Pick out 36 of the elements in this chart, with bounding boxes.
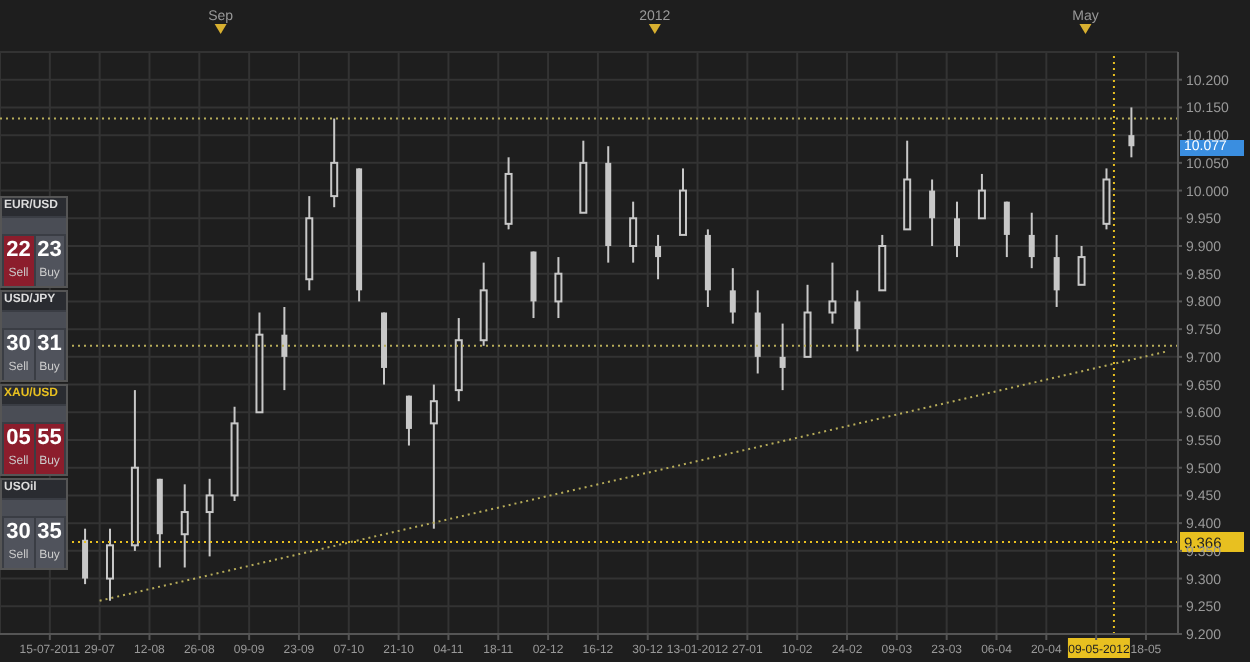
candlestick [977,172,986,220]
candlestick [82,527,89,586]
annotation: 30 [4,330,33,360]
candlestick [779,322,786,392]
annotation: 55 [35,424,64,454]
candlestick [1077,245,1086,286]
candlestick [281,305,288,392]
candlestick [929,178,936,247]
candlestick [180,483,189,569]
candlestick [678,167,687,236]
candlestick [954,200,961,259]
candlestick [1028,211,1035,270]
candlestick [405,394,412,447]
candlestick [205,477,214,558]
candlestick [105,527,114,602]
candlestick [1053,233,1060,308]
candlestick [554,256,563,320]
candlestick [878,233,887,292]
candlestick [1128,106,1135,159]
candlestick [754,289,761,375]
annotation: 35 [35,518,64,548]
annotation: 22 [4,236,33,266]
candlestick [854,289,861,353]
annotation: 23 [35,236,64,266]
candlestick [330,117,339,209]
candlestick [828,261,837,325]
candlestick [803,283,812,358]
candlestick [429,383,438,530]
candlestick [1003,200,1010,259]
annotation: 30 [4,518,33,548]
candlestick [729,267,736,325]
candlestick [629,200,638,264]
annotation: 31 [35,330,64,360]
candlestick [655,233,662,281]
candlestick [1102,167,1111,231]
annotation: 05 [4,424,33,454]
